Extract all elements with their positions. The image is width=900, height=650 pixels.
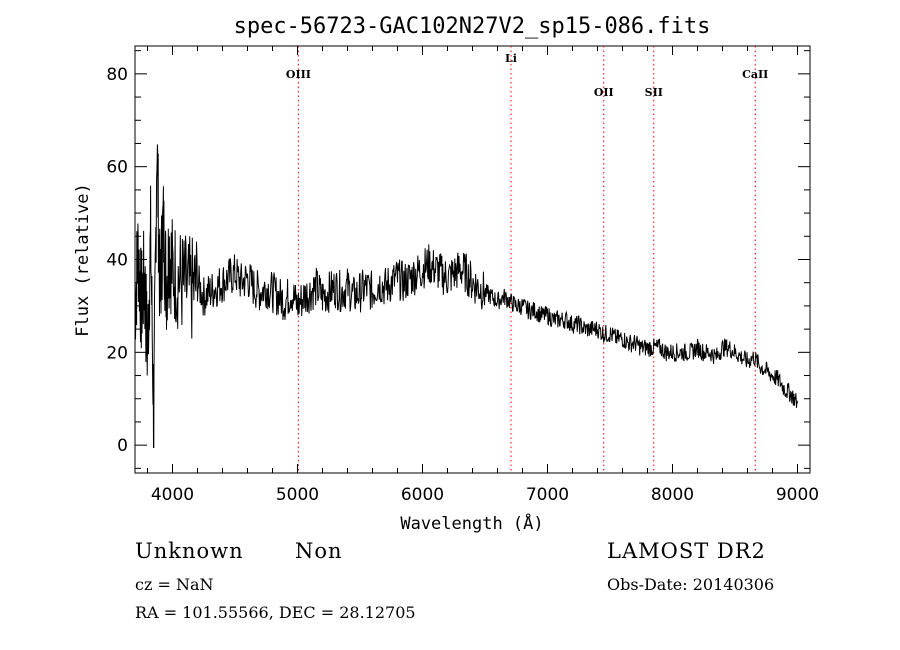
spectral-line-label: SII — [645, 86, 663, 99]
x-tick-label: 5000 — [276, 485, 319, 505]
y-axis-label: Flux (relative) — [73, 183, 93, 337]
y-tick-label: 20 — [106, 343, 128, 363]
y-tick-label: 0 — [117, 436, 128, 456]
y-tick-label: 60 — [106, 158, 128, 178]
plot-frame — [134, 45, 811, 474]
spectral-line-label: OIII — [286, 68, 311, 81]
spectral-line-label: OII — [594, 86, 614, 99]
chart-title: spec-56723-GAC102N27V2_sp15-086.fits — [234, 14, 711, 39]
y-tick-label: 80 — [106, 65, 128, 85]
x-tick-label: 4000 — [151, 485, 194, 505]
spectrum-series-line — [134, 144, 798, 448]
x-tick-label: 9000 — [776, 485, 819, 505]
spectral-line-label: CaII — [742, 68, 768, 81]
coordinates-text: RA = 101.55566, DEC = 28.12705 — [135, 603, 416, 622]
object-class-label: Unknown — [135, 539, 244, 563]
x-axis-label: Wavelength (Å) — [400, 512, 543, 534]
survey-label: LAMOST DR2 — [607, 539, 766, 563]
spectral-line-label: Li — [505, 52, 517, 65]
subclass-label: Non — [295, 539, 343, 563]
obs-date-text: Obs-Date: 20140306 — [607, 575, 775, 594]
x-tick-label: 7000 — [526, 485, 569, 505]
x-tick-label: 8000 — [651, 485, 694, 505]
cz-value: cz = NaN — [135, 575, 214, 594]
x-tick-label: 6000 — [401, 485, 444, 505]
y-tick-label: 40 — [106, 251, 128, 271]
